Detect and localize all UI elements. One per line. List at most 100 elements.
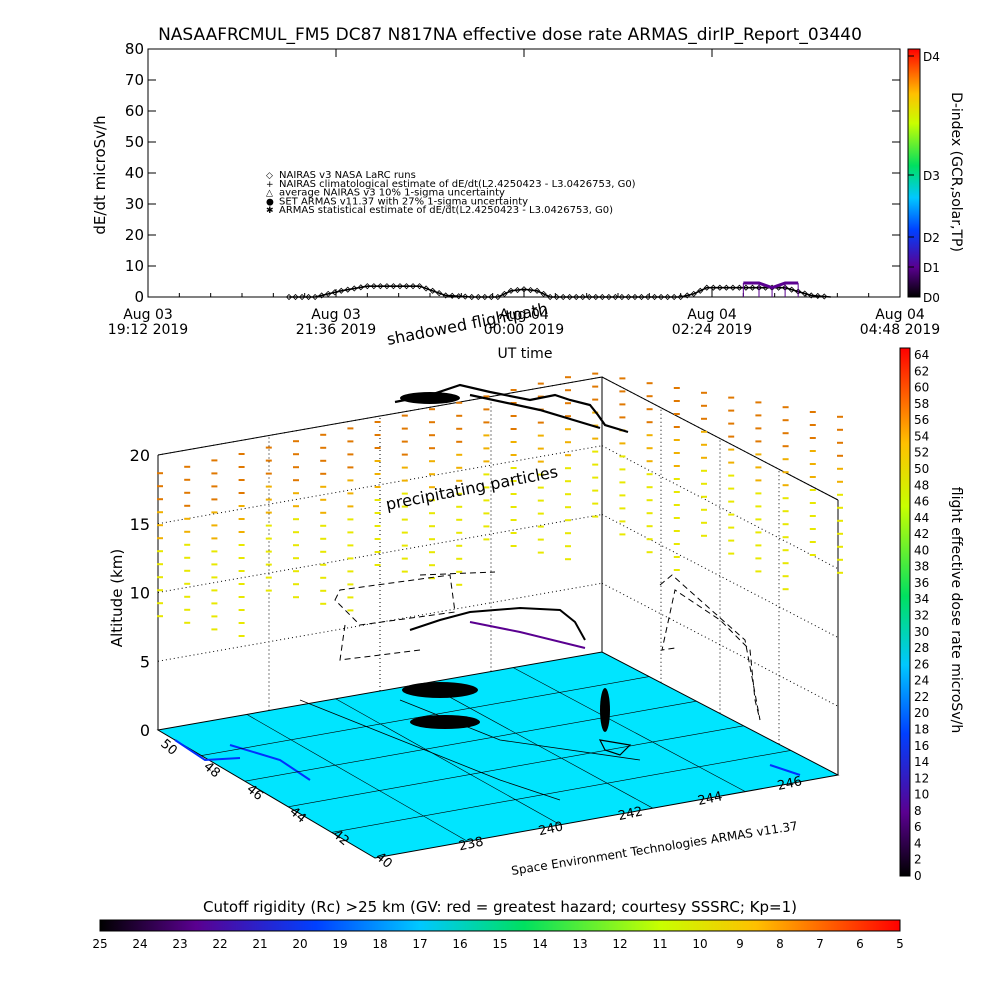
- nairas-point: [357, 284, 364, 291]
- nairas-point: [488, 293, 495, 301]
- rigidity-tick-label: 13: [572, 937, 587, 951]
- longitude-tick-label: 240: [537, 819, 564, 839]
- nairas-point: [749, 284, 756, 291]
- rigidity-tick-label: 10: [692, 937, 707, 951]
- chart-title: NASAAFRCMUL_FM5 DC87 N817NA effective do…: [158, 25, 862, 45]
- dose-tick-label: 8: [914, 804, 922, 818]
- x-tick-label: 04:48 2019: [860, 322, 940, 338]
- d-index-ticks: D0 D1 D2 D3 D4: [908, 50, 940, 305]
- flight-point-clusters: [400, 392, 610, 732]
- nairas-point: [651, 293, 658, 301]
- nairas-point: [599, 293, 606, 301]
- nairas-point: [625, 293, 632, 301]
- dose-tick-label: 34: [914, 592, 929, 606]
- nairas-point: [573, 293, 580, 301]
- flight-path: [334, 383, 761, 721]
- x-tick-label: Aug 03: [123, 307, 173, 323]
- nairas-point: [305, 293, 312, 301]
- nairas-point: [742, 284, 750, 291]
- series-nairas-line: [289, 285, 831, 298]
- x-tick-label: Aug 03: [311, 307, 361, 323]
- dose-tick-label: 56: [914, 413, 929, 427]
- nairas-point: [298, 293, 306, 301]
- nairas-point: [501, 290, 508, 297]
- nairas-point: [736, 284, 743, 291]
- dose-tick-label: 14: [914, 755, 929, 769]
- nairas-point: [429, 287, 436, 294]
- rigidity-colorbar-ticks: 25 24 23 22 21 20 19 18 17 16 15 14 13 12 11 10 9 8 7 6 5: [92, 937, 903, 951]
- nairas-point: [409, 283, 417, 290]
- dose-tick-label: 10: [914, 788, 929, 802]
- rigidity-tick-label: 19: [332, 937, 347, 951]
- nairas-point: [351, 285, 358, 292]
- nairas-point: [449, 292, 456, 299]
- nairas-point: [527, 286, 534, 294]
- legend-label: SET ARMAS v11.37 with 27% 1-sigma uncert…: [279, 196, 528, 207]
- top-plot-frame: [147, 48, 901, 298]
- nairas-point: [331, 289, 338, 296]
- shadow-path-right: [659, 574, 761, 721]
- nairas-point: [403, 283, 410, 290]
- dose-tick-label: 62: [914, 364, 929, 378]
- dose-tick-label: 4: [914, 836, 922, 850]
- rigidity-tick-label: 25: [92, 937, 107, 951]
- box-gridlines: [157, 376, 839, 842]
- d-index-tick-label: D2: [923, 231, 940, 245]
- nairas-point: [338, 287, 345, 294]
- nairas-point: [658, 293, 665, 301]
- nairas-point: [462, 293, 469, 300]
- dose-tick-label: 58: [914, 397, 929, 411]
- dose-tick-label: 44: [914, 511, 929, 525]
- dose-colorbar: [899, 347, 911, 877]
- nairas-point: [814, 292, 821, 300]
- nairas-point: [383, 283, 390, 290]
- altitude-tick-label: 0: [140, 721, 150, 740]
- rigidity-tick-label: 8: [776, 937, 784, 951]
- nairas-point: [690, 290, 697, 297]
- nairas-point: [547, 293, 554, 301]
- altitude-tick-label: 10: [130, 584, 150, 603]
- nairas-point: [344, 286, 351, 293]
- dose-tick-label: 48: [914, 478, 929, 492]
- y-tick-label: 30: [125, 195, 144, 213]
- longitude-tick-label: 238: [458, 835, 485, 855]
- nairas-point: [514, 286, 521, 294]
- rigidity-tick-label: 6: [856, 937, 864, 951]
- nairas-point: [455, 293, 462, 300]
- nairas-point: [821, 293, 828, 300]
- y-tick-label: 70: [125, 71, 144, 89]
- nairas-point: [618, 293, 625, 301]
- top-x-axis-label: UT time: [498, 346, 553, 362]
- nairas-point: [723, 284, 730, 291]
- dose-tick-label: 54: [914, 429, 929, 443]
- nairas-point: [390, 283, 397, 290]
- flight-path-purple: [469, 621, 586, 649]
- map-floor: [156, 651, 840, 859]
- longitude-tick-label: 244: [696, 789, 723, 809]
- legend-marker: +: [266, 180, 274, 190]
- flight-path-high: [394, 383, 629, 434]
- altitude-tick-label: 5: [140, 652, 150, 671]
- nairas-point: [801, 290, 808, 297]
- d-index-tick-label: D0: [923, 291, 940, 305]
- nairas-point: [364, 283, 371, 290]
- altitude-axis-label: Altitude (km): [108, 549, 126, 647]
- top-y-axis-label: dE/dt microSv/h: [91, 115, 109, 234]
- longitude-tick-label: 242: [617, 804, 644, 824]
- dose-tick-label: 50: [914, 462, 929, 476]
- dose-tick-label: 60: [914, 381, 929, 395]
- legend-marker: ◇: [266, 171, 273, 181]
- nairas-point: [377, 283, 384, 290]
- nairas-point: [560, 293, 567, 301]
- dose-tick-label: 40: [914, 543, 929, 557]
- nairas-point: [416, 283, 423, 290]
- nairas-point: [475, 293, 482, 301]
- rigidity-tick-label: 16: [452, 937, 467, 951]
- nairas-point: [442, 292, 449, 299]
- dose-tick-label: 26: [914, 657, 929, 671]
- nairas-point: [312, 293, 319, 301]
- legend-marker: ✱: [266, 206, 274, 216]
- legend-marker: △: [266, 189, 273, 199]
- altitude-tick-label: 20: [130, 446, 150, 465]
